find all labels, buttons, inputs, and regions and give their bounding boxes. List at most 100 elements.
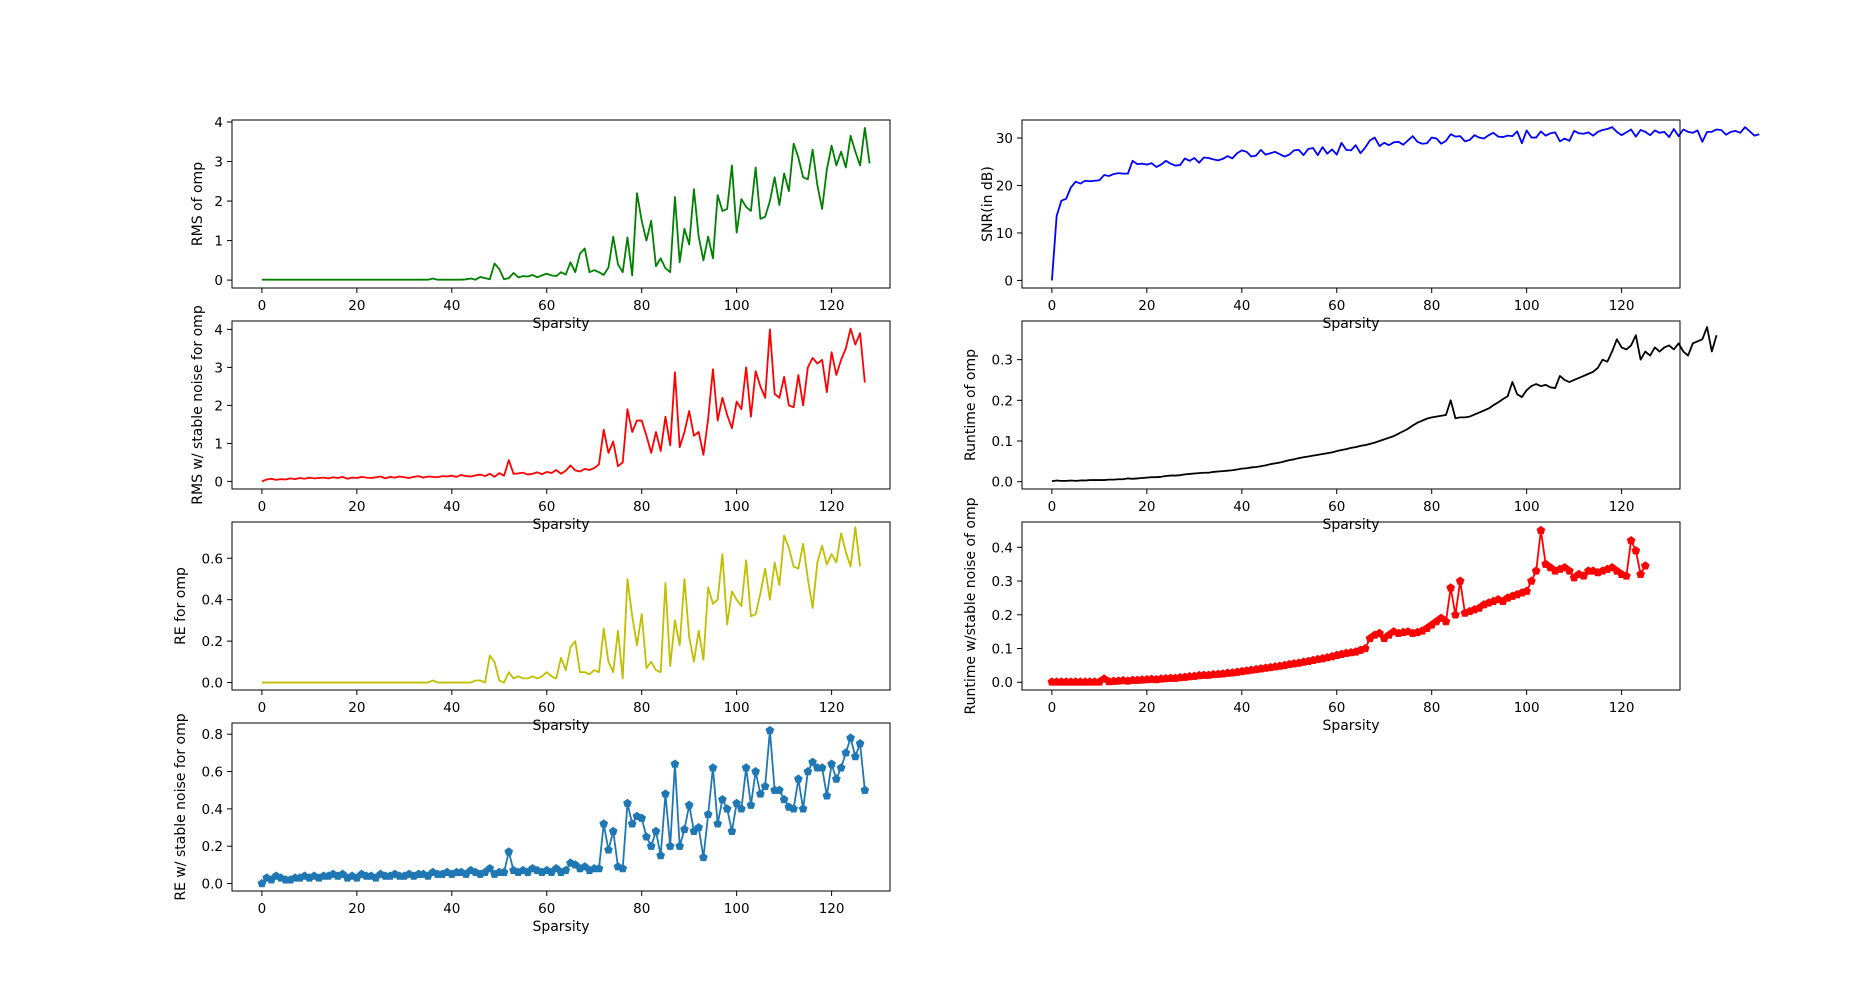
y-tick-label: 4 bbox=[214, 115, 223, 131]
data-point bbox=[1631, 546, 1641, 555]
x-axis-label: Sparsity bbox=[1322, 517, 1379, 533]
x-tick-label: 40 bbox=[443, 499, 460, 515]
data-point bbox=[737, 804, 746, 813]
x-tick-label: 80 bbox=[633, 901, 650, 917]
data-point bbox=[675, 841, 685, 850]
y-tick-label: 30 bbox=[996, 131, 1013, 147]
data-point bbox=[661, 789, 670, 798]
data-point bbox=[1441, 616, 1451, 626]
data-point bbox=[1636, 569, 1645, 578]
y-tick-label: 3 bbox=[214, 155, 223, 171]
data-point bbox=[703, 809, 713, 819]
x-tick-label: 40 bbox=[1233, 499, 1250, 515]
y-tick-label: 0.1 bbox=[992, 642, 1013, 658]
x-tick-label: 120 bbox=[819, 700, 845, 716]
y-tick-label: 0 bbox=[1004, 273, 1013, 289]
y-axis-label: RMS of omp bbox=[190, 162, 206, 246]
data-point bbox=[1455, 576, 1465, 585]
x-tick-label: 120 bbox=[819, 901, 845, 917]
data-point bbox=[656, 850, 666, 860]
data-point bbox=[1360, 643, 1370, 653]
data-point bbox=[504, 847, 514, 856]
x-axis-label: Sparsity bbox=[532, 316, 589, 332]
axes-frame bbox=[231, 521, 891, 691]
series-line bbox=[1051, 326, 1718, 483]
data-point bbox=[1640, 561, 1650, 570]
data-point bbox=[670, 759, 680, 768]
x-tick-label: 60 bbox=[538, 499, 555, 515]
x-tick-label: 80 bbox=[633, 700, 650, 716]
data-point bbox=[756, 789, 765, 798]
x-tick-label: 80 bbox=[633, 298, 650, 314]
x-tick-label: 0 bbox=[1048, 499, 1057, 515]
x-tick-label: 80 bbox=[633, 499, 650, 515]
x-tick-label: 20 bbox=[1138, 298, 1155, 314]
data-point bbox=[832, 774, 841, 783]
series-line bbox=[1051, 126, 1760, 281]
x-tick-label: 60 bbox=[1328, 499, 1345, 515]
x-tick-label: 120 bbox=[1609, 700, 1635, 716]
data-point bbox=[561, 865, 571, 875]
y-tick-label: 20 bbox=[996, 178, 1013, 194]
data-point bbox=[608, 826, 618, 835]
data-point bbox=[642, 832, 651, 841]
subplot-3: 0 20 40 60 80 100 120 0 1 2 3 4 Sparsity RMS w/ stabl… bbox=[190, 305, 891, 533]
data-point bbox=[651, 826, 661, 835]
x-tick-label: 100 bbox=[724, 298, 750, 314]
y-axis-label: SNR(in dB) bbox=[980, 166, 996, 242]
subplot-1: 0 20 40 60 80 100 120 0 1 2 3 4 Sparsity RMS of omp bbox=[190, 115, 891, 332]
x-tick-label: 100 bbox=[724, 901, 750, 917]
y-tick-label: 1 bbox=[214, 436, 223, 452]
x-tick-label: 40 bbox=[1233, 298, 1250, 314]
y-axis-label: RE for omp bbox=[173, 567, 189, 645]
axes-frame bbox=[1021, 320, 1681, 490]
x-tick-label: 80 bbox=[1423, 700, 1440, 716]
x-tick-label: 40 bbox=[443, 901, 460, 917]
x-tick-label: 120 bbox=[819, 499, 845, 515]
y-tick-label: 0.0 bbox=[992, 475, 1013, 491]
data-point bbox=[713, 819, 723, 828]
data-point bbox=[808, 757, 817, 766]
data-point bbox=[680, 824, 689, 834]
y-axis-label: RMS w/ stable noise for omp bbox=[190, 305, 206, 505]
data-point bbox=[846, 733, 855, 742]
x-tick-label: 20 bbox=[1138, 499, 1155, 515]
subplot-7: 0 20 40 60 80 100 120 0.0 0.2 0.4 0.6 0.8 Sparsity RE… bbox=[173, 713, 891, 935]
x-tick-label: 0 bbox=[1048, 298, 1057, 314]
x-tick-label: 0 bbox=[258, 499, 267, 515]
y-axis-label: Runtime w/stable noise of omp bbox=[963, 497, 979, 714]
data-point bbox=[794, 774, 803, 783]
data-point bbox=[694, 822, 704, 832]
y-tick-label: 0.4 bbox=[992, 540, 1013, 556]
data-point bbox=[1622, 571, 1631, 580]
x-tick-label: 20 bbox=[348, 700, 365, 716]
data-point bbox=[1565, 566, 1574, 575]
subplot-4: 0 20 40 60 80 100 120 0.0 0.1 0.2 0.3 Sparsity Runti… bbox=[963, 320, 1718, 533]
data-point bbox=[599, 819, 609, 828]
x-tick-label: 100 bbox=[1514, 700, 1540, 716]
x-tick-label: 60 bbox=[538, 901, 555, 917]
series-line bbox=[261, 327, 866, 483]
data-point bbox=[827, 759, 836, 768]
y-tick-label: 0 bbox=[214, 273, 223, 289]
y-tick-label: 0.4 bbox=[202, 593, 223, 609]
x-tick-label: 60 bbox=[538, 298, 555, 314]
data-point bbox=[775, 785, 784, 794]
x-tick-label: 120 bbox=[819, 298, 845, 314]
data-point bbox=[751, 766, 760, 776]
y-tick-label: 0.0 bbox=[202, 877, 223, 893]
axes-frame bbox=[1021, 119, 1681, 289]
x-tick-label: 0 bbox=[1048, 700, 1057, 716]
x-tick-label: 0 bbox=[258, 700, 267, 716]
x-tick-label: 60 bbox=[1328, 298, 1345, 314]
y-axis-label: Runtime of omp bbox=[963, 349, 979, 461]
x-axis-label: Sparsity bbox=[532, 517, 589, 533]
data-point bbox=[741, 763, 751, 772]
series-line bbox=[261, 526, 861, 684]
data-point bbox=[746, 800, 756, 809]
x-tick-label: 80 bbox=[1423, 298, 1440, 314]
y-tick-label: 0.1 bbox=[992, 434, 1013, 450]
data-point bbox=[1375, 628, 1384, 638]
x-tick-label: 60 bbox=[538, 700, 555, 716]
